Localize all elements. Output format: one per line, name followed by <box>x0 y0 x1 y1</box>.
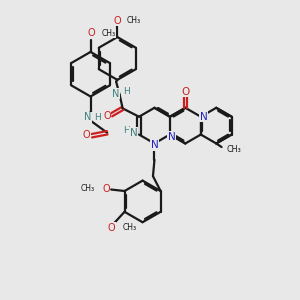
Text: CH₃: CH₃ <box>81 184 95 194</box>
Text: CH₃: CH₃ <box>226 146 241 154</box>
Text: O: O <box>82 130 90 140</box>
Text: O: O <box>87 28 95 38</box>
Text: O: O <box>108 223 116 232</box>
Text: O: O <box>103 111 111 122</box>
Text: N: N <box>130 128 137 138</box>
Text: N: N <box>167 132 175 142</box>
Text: N: N <box>151 140 158 150</box>
Text: CH₃: CH₃ <box>127 16 141 25</box>
Text: H: H <box>123 87 130 96</box>
Text: N: N <box>84 112 91 122</box>
Text: CH₃: CH₃ <box>102 29 116 38</box>
Text: H: H <box>94 113 101 122</box>
Text: N: N <box>112 88 120 98</box>
Text: O: O <box>181 87 190 97</box>
Text: O: O <box>102 184 110 194</box>
Text: CH₃: CH₃ <box>122 223 136 232</box>
Text: H: H <box>123 127 130 136</box>
Text: N: N <box>200 112 208 122</box>
Text: O: O <box>113 16 121 26</box>
